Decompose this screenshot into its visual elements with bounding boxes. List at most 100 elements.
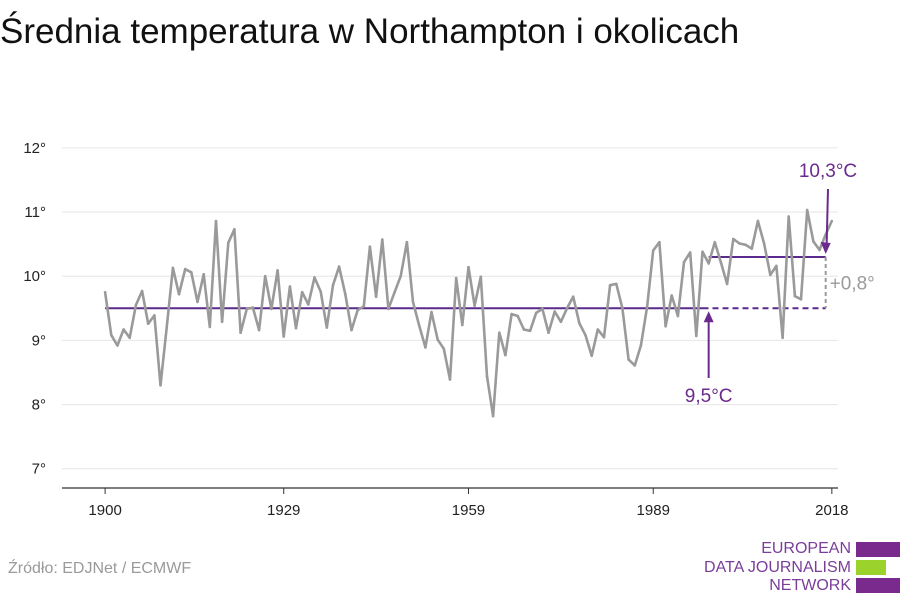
- data-point: [110, 333, 113, 337]
- data-point: [122, 328, 125, 331]
- data-point: [233, 228, 236, 231]
- data-point: [744, 243, 747, 247]
- data-point: [713, 240, 717, 244]
- data-point: [208, 325, 212, 329]
- data-point: [448, 378, 452, 381]
- data-point: [337, 265, 341, 268]
- data-point: [436, 338, 440, 342]
- data-point: [695, 334, 698, 338]
- data-point: [719, 261, 723, 265]
- data-point: [793, 294, 797, 298]
- data-point: [134, 303, 138, 307]
- recent-label: 10,3°C: [799, 161, 857, 182]
- data-point: [424, 346, 427, 349]
- y-tick-label: 12°: [23, 140, 46, 157]
- data-point: [165, 326, 168, 329]
- annotations: 9,5°C 10,3°C +0,8°: [685, 161, 875, 407]
- data-point: [430, 310, 433, 314]
- data-point: [590, 354, 593, 358]
- data-point: [676, 314, 680, 318]
- data-point: [725, 282, 729, 286]
- logo-line-1: EUROPEAN: [761, 540, 851, 557]
- data-point: [688, 251, 692, 254]
- data-point: [627, 358, 630, 361]
- data-point: [805, 208, 809, 212]
- data-point: [146, 322, 150, 326]
- data-point: [331, 283, 335, 287]
- data-point: [183, 267, 187, 271]
- logo-bar-green: [856, 560, 886, 575]
- data-point: [307, 303, 310, 306]
- data-point: [313, 276, 316, 279]
- temperature-points: [103, 208, 834, 418]
- data-point: [534, 311, 538, 315]
- data-point: [374, 295, 378, 299]
- data-point: [504, 353, 507, 357]
- data-point: [701, 250, 704, 254]
- data-point: [769, 273, 772, 277]
- source-note: Źródło: EDJNet / ECMWF: [8, 560, 192, 577]
- data-point: [682, 260, 686, 264]
- data-point: [399, 274, 403, 278]
- data-point: [707, 262, 710, 265]
- data-point: [362, 305, 366, 308]
- data-point: [485, 375, 489, 378]
- edjnet-logo: EUROPEAN DATA JOURNALISM NETWORK: [700, 540, 900, 596]
- data-point: [251, 306, 255, 309]
- data-point: [356, 308, 359, 312]
- data-point: [602, 335, 606, 339]
- data-point: [319, 290, 323, 293]
- data-point: [263, 274, 267, 278]
- baseline-label: 9,5°C: [685, 386, 733, 407]
- data-point: [116, 344, 119, 347]
- logo-bar-purple-bottom: [856, 578, 900, 593]
- recent-arrow-head: [820, 241, 831, 254]
- data-point: [128, 336, 131, 340]
- data-point: [405, 240, 409, 244]
- logo-line-3: NETWORK: [769, 577, 851, 594]
- data-point: [214, 219, 218, 223]
- data-point: [571, 295, 575, 299]
- data-point: [202, 273, 205, 276]
- data-point: [578, 321, 581, 325]
- data-point: [103, 290, 107, 294]
- data-point: [196, 300, 199, 304]
- data-point: [461, 323, 464, 327]
- data-point: [541, 307, 544, 311]
- y-axis-ticks: 7° 8° 9° 10° 11° 12°: [23, 140, 46, 478]
- data-point: [750, 247, 754, 250]
- data-point: [553, 310, 556, 313]
- data-point: [411, 300, 415, 304]
- data-point: [350, 328, 353, 332]
- chart-title: Średnia temperatura w Northampton i okol…: [0, 12, 740, 51]
- data-point: [153, 314, 156, 317]
- data-point: [220, 320, 224, 324]
- data-point: [393, 290, 396, 294]
- y-tick-label: 10°: [23, 268, 46, 285]
- data-point: [658, 240, 661, 244]
- data-point: [528, 329, 532, 333]
- data-point: [344, 292, 347, 296]
- y-tick-label: 11°: [24, 204, 46, 221]
- data-point: [294, 326, 298, 330]
- data-point: [621, 307, 624, 310]
- data-point: [270, 307, 273, 311]
- data-point: [190, 271, 193, 274]
- data-point: [473, 304, 476, 308]
- data-point: [288, 285, 292, 288]
- x-axis-ticks: 1900 1929 1959 1989 2018: [88, 488, 849, 519]
- x-tick-label: 1900: [88, 502, 121, 519]
- x-tick-label: 1959: [452, 502, 485, 519]
- y-tick-label: 7°: [32, 461, 46, 478]
- data-point: [467, 265, 470, 269]
- baseline-arrow-head: [703, 311, 714, 323]
- data-point: [381, 238, 384, 241]
- data-point: [651, 249, 655, 252]
- logo-text: EUROPEAN DATA JOURNALISM NETWORK: [704, 540, 851, 596]
- data-point: [239, 331, 242, 335]
- data-point: [479, 275, 483, 279]
- data-point: [762, 242, 766, 245]
- data-point: [812, 240, 815, 243]
- data-point: [775, 264, 778, 268]
- data-point: [282, 335, 286, 338]
